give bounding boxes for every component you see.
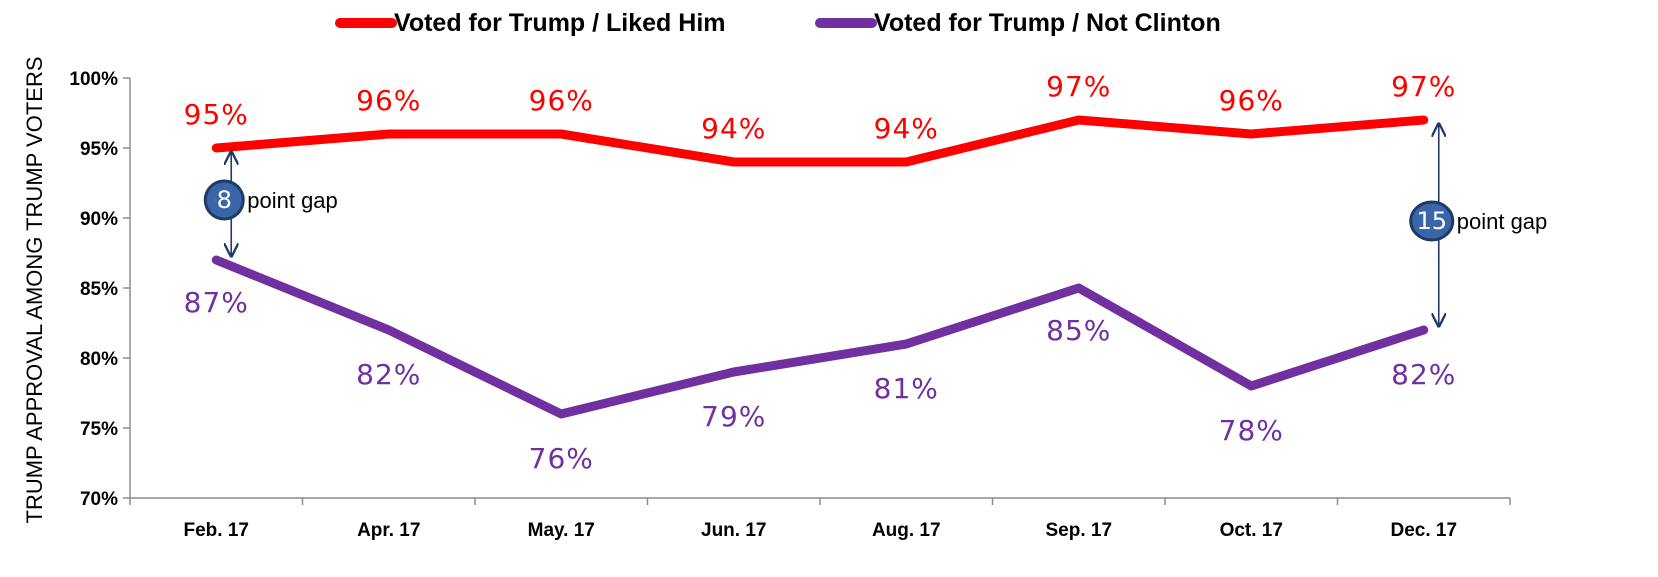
gap-badge xyxy=(1409,200,1455,242)
x-tick-label: Sep. 17 xyxy=(1045,520,1112,541)
y-tick-label: 75% xyxy=(80,419,118,440)
x-tick-label: May. 17 xyxy=(528,520,595,541)
series-line-not-clinton xyxy=(211,255,1429,419)
x-tick-label: Oct. 17 xyxy=(1220,520,1283,541)
x-tick-label: Jun. 17 xyxy=(701,520,766,541)
y-tick-label: 70% xyxy=(80,489,118,510)
gap-label: point gap xyxy=(1457,209,1548,234)
y-tick-label: 100% xyxy=(69,69,118,90)
data-label-liked-him: 94% xyxy=(874,112,939,145)
y-tick-label: 95% xyxy=(80,139,118,160)
x-tick-label: Aug. 17 xyxy=(872,520,941,541)
data-label-liked-him: 96% xyxy=(1219,84,1284,117)
data-label-not-clinton: 82% xyxy=(1391,358,1456,391)
data-label-liked-him: 96% xyxy=(529,84,594,117)
gap-badge xyxy=(203,179,245,221)
data-label-not-clinton: 78% xyxy=(1219,414,1284,447)
data-label-not-clinton: 82% xyxy=(356,358,421,391)
gap-badge-number: 15 xyxy=(1416,207,1447,235)
data-label-not-clinton: 79% xyxy=(701,400,766,433)
y-tick-label: 80% xyxy=(80,349,118,370)
data-label-not-clinton: 85% xyxy=(1046,314,1111,347)
data-label-liked-him: 95% xyxy=(184,98,249,131)
y-tick-label: 90% xyxy=(80,209,118,230)
series-line-liked-him xyxy=(211,115,1429,167)
data-label-liked-him: 96% xyxy=(356,84,421,117)
data-label-liked-him: 97% xyxy=(1391,70,1456,103)
legend-label: Voted for Trump / Liked Him xyxy=(394,9,726,37)
gap-label: point gap xyxy=(247,188,338,213)
y-axis-title: TRUMP APPROVAL AMONG TRUMP VOTERS xyxy=(22,57,47,524)
x-tick-label: Dec. 17 xyxy=(1390,520,1457,541)
data-label-not-clinton: 81% xyxy=(874,372,939,405)
y-tick-label: 85% xyxy=(80,279,118,300)
data-label-not-clinton: 76% xyxy=(529,442,594,475)
data-label-liked-him: 97% xyxy=(1046,70,1111,103)
data-label-liked-him: 94% xyxy=(701,112,766,145)
gap-badge-number: 8 xyxy=(217,186,232,214)
x-tick-label: Apr. 17 xyxy=(357,520,420,541)
legend-label: Voted for Trump / Not Clinton xyxy=(874,9,1221,37)
x-tick-label: Feb. 17 xyxy=(184,520,249,541)
data-label-not-clinton: 87% xyxy=(184,286,249,319)
